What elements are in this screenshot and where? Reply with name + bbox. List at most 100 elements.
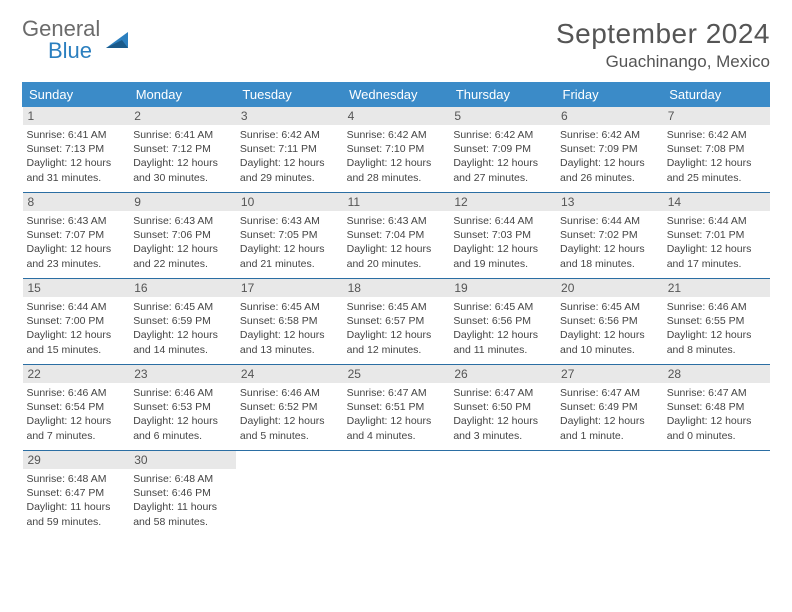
day-number: 2 <box>129 107 236 125</box>
daylight-line: Daylight: 12 hours and 0 minutes. <box>667 414 766 442</box>
daylight-line: Daylight: 12 hours and 12 minutes. <box>347 328 446 356</box>
day-number: 24 <box>236 365 343 383</box>
calendar-day-cell: 5Sunrise: 6:42 AMSunset: 7:09 PMDaylight… <box>449 107 556 193</box>
day-data: Sunrise: 6:47 AMSunset: 6:48 PMDaylight:… <box>667 386 766 443</box>
weekday-header: Saturday <box>663 83 770 107</box>
day-data: Sunrise: 6:41 AMSunset: 7:12 PMDaylight:… <box>133 128 232 185</box>
daylight-line: Daylight: 12 hours and 8 minutes. <box>667 328 766 356</box>
day-number: 9 <box>129 193 236 211</box>
sunrise-line: Sunrise: 6:46 AM <box>133 386 232 400</box>
brand-logo: General Blue <box>22 18 132 62</box>
daylight-line: Daylight: 12 hours and 21 minutes. <box>240 242 339 270</box>
sunrise-line: Sunrise: 6:42 AM <box>560 128 659 142</box>
sunset-line: Sunset: 7:09 PM <box>453 142 552 156</box>
sunrise-line: Sunrise: 6:48 AM <box>133 472 232 486</box>
day-number: 29 <box>23 451 130 469</box>
sunset-line: Sunset: 7:00 PM <box>27 314 126 328</box>
calendar-day-cell: 9Sunrise: 6:43 AMSunset: 7:06 PMDaylight… <box>129 193 236 279</box>
daylight-line: Daylight: 12 hours and 15 minutes. <box>27 328 126 356</box>
sunrise-line: Sunrise: 6:45 AM <box>240 300 339 314</box>
calendar-table: SundayMondayTuesdayWednesdayThursdayFrid… <box>22 82 770 537</box>
day-data: Sunrise: 6:44 AMSunset: 7:01 PMDaylight:… <box>667 214 766 271</box>
calendar-day-cell: 2 Sunrise: 6:41 AMSunset: 7:12 PMDaylight… <box>129 107 236 193</box>
calendar-day-cell: 24 Sunrise: 6:46 AMSunset: 6:52 PMDayligh… <box>236 365 343 451</box>
sunrise-line: Sunrise: 6:45 AM <box>560 300 659 314</box>
daylight-line: Daylight: 12 hours and 6 minutes. <box>133 414 232 442</box>
day-data: Sunrise: 6:41 AMSunset: 7:13 PMDaylight:… <box>27 128 126 185</box>
sunset-line: Sunset: 6:54 PM <box>27 400 126 414</box>
sunrise-line: Sunrise: 6:43 AM <box>347 214 446 228</box>
sunrise-line: Sunrise: 6:46 AM <box>240 386 339 400</box>
day-data: Sunrise: 6:47 AMSunset: 6:51 PMDaylight:… <box>347 386 446 443</box>
day-number: 10 <box>236 193 343 211</box>
daylight-line: Daylight: 12 hours and 7 minutes. <box>27 414 126 442</box>
day-data: Sunrise: 6:45 AMSunset: 6:57 PMDaylight:… <box>347 300 446 357</box>
sunset-line: Sunset: 7:13 PM <box>27 142 126 156</box>
sunrise-line: Sunrise: 6:48 AM <box>27 472 126 486</box>
daylight-line: Daylight: 12 hours and 26 minutes. <box>560 156 659 184</box>
calendar-day-cell: 6 Sunrise: 6:42 AMSunset: 7:09 PMDaylight… <box>556 107 663 193</box>
day-number: 14 <box>663 193 770 211</box>
calendar-day-cell: 15 Sunrise: 6:44 AMSunset: 7:00 PMDayligh… <box>23 279 130 365</box>
day-number: 30 <box>129 451 236 469</box>
day-number: 6 <box>556 107 663 125</box>
day-number: 15 <box>23 279 130 297</box>
sunset-line: Sunset: 7:05 PM <box>240 228 339 242</box>
daylight-line: Daylight: 12 hours and 29 minutes. <box>240 156 339 184</box>
calendar-day-cell: 21Sunrise: 6:46 AMSunset: 6:55 PMDayligh… <box>663 279 770 365</box>
sunrise-line: Sunrise: 6:42 AM <box>240 128 339 142</box>
sunrise-line: Sunrise: 6:47 AM <box>560 386 659 400</box>
day-data: Sunrise: 6:46 AMSunset: 6:55 PMDaylight:… <box>667 300 766 357</box>
sunrise-line: Sunrise: 6:44 AM <box>667 214 766 228</box>
calendar-week-row: 1Sunrise: 6:41 AMSunset: 7:13 PMDaylight… <box>23 107 770 193</box>
sunset-line: Sunset: 6:53 PM <box>133 400 232 414</box>
sunrise-line: Sunrise: 6:44 AM <box>453 214 552 228</box>
day-number: 23 <box>129 365 236 383</box>
daylight-line: Daylight: 12 hours and 3 minutes. <box>453 414 552 442</box>
sunset-line: Sunset: 7:11 PM <box>240 142 339 156</box>
daylight-line: Daylight: 12 hours and 31 minutes. <box>27 156 126 184</box>
calendar-day-cell: 20Sunrise: 6:45 AMSunset: 6:56 PMDayligh… <box>556 279 663 365</box>
calendar-week-row: 15Sunrise: 6:44 AMSunset: 7:00 PMDayligh… <box>23 279 770 365</box>
day-number: 17 <box>236 279 343 297</box>
daylight-line: Daylight: 12 hours and 13 minutes. <box>240 328 339 356</box>
calendar-day-cell <box>343 451 450 537</box>
weekday-header: Tuesday <box>236 83 343 107</box>
day-data: Sunrise: 6:45 AMSunset: 6:58 PMDaylight:… <box>240 300 339 357</box>
day-data: Sunrise: 6:42 AMSunset: 7:11 PMDaylight:… <box>240 128 339 185</box>
daylight-line: Daylight: 12 hours and 10 minutes. <box>560 328 659 356</box>
day-number: 11 <box>343 193 450 211</box>
day-data: Sunrise: 6:45 AMSunset: 6:59 PMDaylight:… <box>133 300 232 357</box>
day-data: Sunrise: 6:48 AMSunset: 6:47 PMDaylight:… <box>27 472 126 529</box>
sunrise-line: Sunrise: 6:44 AM <box>27 300 126 314</box>
day-data: Sunrise: 6:42 AMSunset: 7:08 PMDaylight:… <box>667 128 766 185</box>
calendar-day-cell: 18Sunrise: 6:45 AMSunset: 6:57 PMDayligh… <box>343 279 450 365</box>
sunrise-line: Sunrise: 6:42 AM <box>453 128 552 142</box>
sunset-line: Sunset: 6:52 PM <box>240 400 339 414</box>
sunrise-line: Sunrise: 6:46 AM <box>27 386 126 400</box>
calendar-day-cell: 26Sunrise: 6:47 AMSunset: 6:50 PMDayligh… <box>449 365 556 451</box>
sunset-line: Sunset: 7:08 PM <box>667 142 766 156</box>
day-data: Sunrise: 6:42 AMSunset: 7:09 PMDaylight:… <box>560 128 659 185</box>
daylight-line: Daylight: 12 hours and 1 minute. <box>560 414 659 442</box>
day-number: 27 <box>556 365 663 383</box>
calendar-day-cell <box>449 451 556 537</box>
sunset-line: Sunset: 7:10 PM <box>347 142 446 156</box>
daylight-line: Daylight: 11 hours and 58 minutes. <box>133 500 232 528</box>
day-data: Sunrise: 6:46 AMSunset: 6:54 PMDaylight:… <box>27 386 126 443</box>
sunrise-line: Sunrise: 6:45 AM <box>133 300 232 314</box>
sunset-line: Sunset: 6:50 PM <box>453 400 552 414</box>
sunrise-line: Sunrise: 6:47 AM <box>667 386 766 400</box>
day-data: Sunrise: 6:44 AMSunset: 7:03 PMDaylight:… <box>453 214 552 271</box>
daylight-line: Daylight: 12 hours and 11 minutes. <box>453 328 552 356</box>
day-data: Sunrise: 6:46 AMSunset: 6:52 PMDaylight:… <box>240 386 339 443</box>
sunset-line: Sunset: 6:47 PM <box>27 486 126 500</box>
calendar-week-row: 29Sunrise: 6:48 AMSunset: 6:47 PMDayligh… <box>23 451 770 537</box>
weekday-header: Friday <box>556 83 663 107</box>
daylight-line: Daylight: 12 hours and 27 minutes. <box>453 156 552 184</box>
calendar-day-cell: 28Sunrise: 6:47 AMSunset: 6:48 PMDayligh… <box>663 365 770 451</box>
sunset-line: Sunset: 6:58 PM <box>240 314 339 328</box>
day-number: 12 <box>449 193 556 211</box>
header: General Blue September 2024 Guachinango,… <box>22 18 770 72</box>
sunset-line: Sunset: 7:04 PM <box>347 228 446 242</box>
